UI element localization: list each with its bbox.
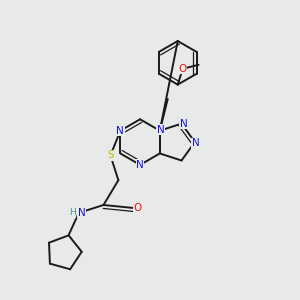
Text: N: N [78,208,86,218]
Text: H: H [69,208,76,217]
Text: N: N [180,118,188,129]
Text: S: S [107,150,114,161]
Text: N: N [157,125,165,135]
Text: O: O [133,203,141,213]
Text: N: N [192,138,200,148]
Text: N: N [136,160,144,170]
Text: N: N [116,126,124,136]
Text: O: O [178,64,187,74]
